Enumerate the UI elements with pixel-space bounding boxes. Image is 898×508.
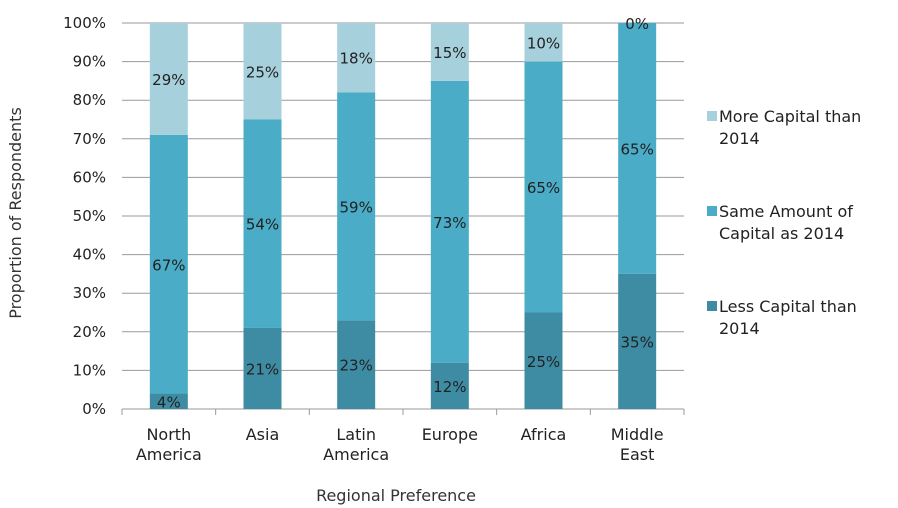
x-axis-title: Regional Preference [316, 486, 476, 505]
x-axis-categories: North America Asia Latin America Europe Africa… [136, 425, 664, 464]
x-category-label: Europe [422, 425, 478, 444]
y-tick-label: 90% [73, 53, 106, 71]
bar-segment [430, 80, 469, 363]
y-tick-label: 10% [73, 361, 106, 379]
y-axis-ticks: 0% 10% 20% 30% 40% 50% 60% 70% 80% 90% 100% [63, 14, 106, 418]
y-tick-label: 0% [82, 400, 106, 418]
y-tick-label: 20% [73, 323, 106, 341]
y-tick-label: 30% [73, 284, 106, 302]
bar-segment [618, 273, 657, 409]
bar-segment [149, 134, 188, 394]
data-label: 73% [433, 214, 466, 232]
data-label: 35% [620, 333, 653, 351]
gridlines [121, 22, 685, 415]
x-category-label: Africa [521, 425, 567, 444]
data-label: 67% [152, 256, 185, 274]
legend-label: Less Capital than 2014 [719, 297, 857, 338]
data-label: 4% [157, 393, 181, 411]
legend-label: More Capital than 2014 [719, 107, 861, 148]
bar-segment [618, 23, 657, 274]
x-category-label: North America [136, 425, 202, 464]
bar-segment [149, 23, 188, 135]
bar-segment [524, 23, 563, 62]
data-label: 65% [620, 140, 653, 158]
data-label: 54% [246, 216, 279, 234]
data-labels: 4% 67% 29% 21% 54% 25% 23% 59% 18% 12% 73% 15% 25% 65… [152, 15, 654, 411]
bar-segment [337, 92, 376, 321]
data-label: 10% [527, 34, 560, 52]
bar-segment [149, 393, 188, 409]
y-tick-label: 100% [63, 14, 106, 32]
bar-segment [430, 362, 469, 409]
legend: More Capital than 2014 Same Amount of Capit… [707, 107, 861, 338]
data-label: 59% [339, 198, 372, 216]
bar-segment [243, 23, 282, 120]
data-label: 25% [246, 63, 279, 81]
data-label: 15% [433, 44, 466, 62]
bar-segment [337, 23, 376, 93]
data-label: 23% [339, 357, 372, 375]
y-tick-label: 80% [73, 91, 106, 109]
legend-swatch [707, 206, 717, 216]
y-tick-label: 40% [73, 246, 106, 264]
data-label: 65% [527, 179, 560, 197]
data-label: 0% [625, 15, 649, 33]
bar-segment [243, 327, 282, 409]
data-label: 25% [527, 353, 560, 371]
data-label: 18% [339, 50, 372, 68]
bar-segment [243, 119, 282, 328]
data-label: 21% [246, 360, 279, 378]
legend-swatch [707, 301, 717, 311]
x-category-label: Asia [246, 425, 280, 444]
x-category-label: Middle East [611, 425, 664, 464]
data-label: 29% [152, 71, 185, 89]
x-category-label: Latin America [323, 425, 389, 464]
y-tick-label: 70% [73, 130, 106, 148]
y-tick-label: 50% [73, 207, 106, 225]
bar-segment [430, 23, 469, 81]
bar-segment [524, 312, 563, 409]
data-label: 12% [433, 378, 466, 396]
bar-segment [337, 320, 376, 409]
y-axis-title: Proportion of Respondents [6, 107, 25, 319]
bar-segment [524, 61, 563, 313]
legend-swatch [707, 111, 717, 121]
y-tick-label: 60% [73, 168, 106, 186]
legend-label: Same Amount of Capital as 2014 [719, 202, 853, 243]
bars [149, 23, 657, 409]
